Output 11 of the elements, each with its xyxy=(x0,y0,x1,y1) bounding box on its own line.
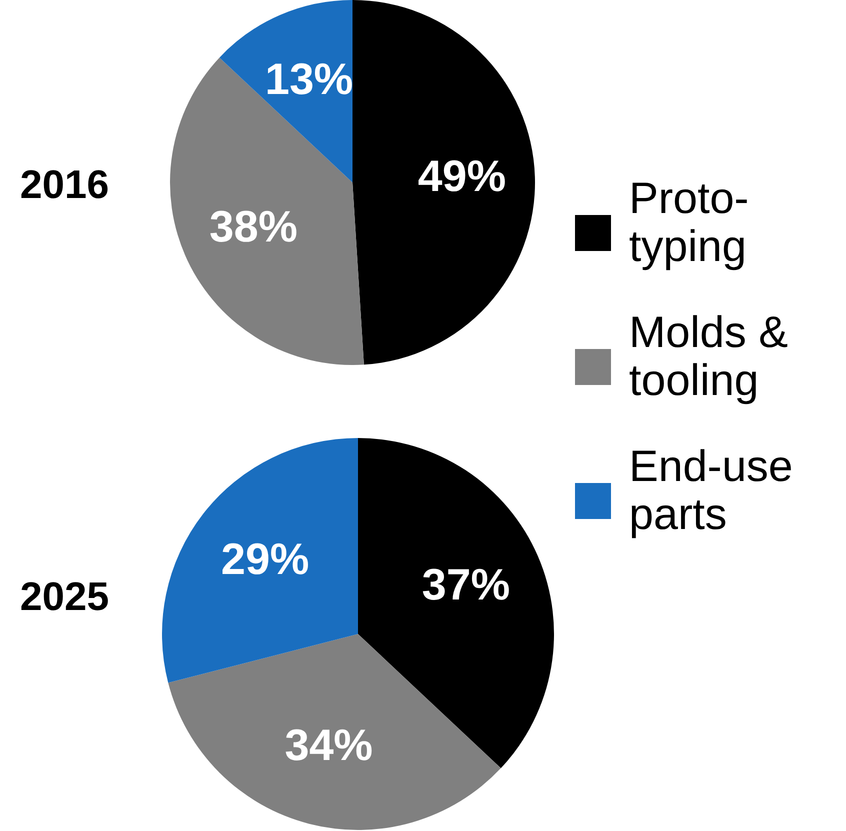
data-label: 13% xyxy=(264,55,354,104)
data-label: 29% xyxy=(221,535,310,584)
data-label: 37% xyxy=(422,560,510,610)
legend-label: End-use parts xyxy=(629,442,794,539)
text: 2016 xyxy=(20,163,109,208)
text: 2025 xyxy=(20,575,109,620)
legend-label: Proto-typing xyxy=(629,174,750,271)
legend-label: Molds & tooling xyxy=(629,308,789,405)
data-label: 49% xyxy=(418,152,506,202)
data-label: 34% xyxy=(284,721,373,770)
data-label: 38% xyxy=(209,202,298,252)
